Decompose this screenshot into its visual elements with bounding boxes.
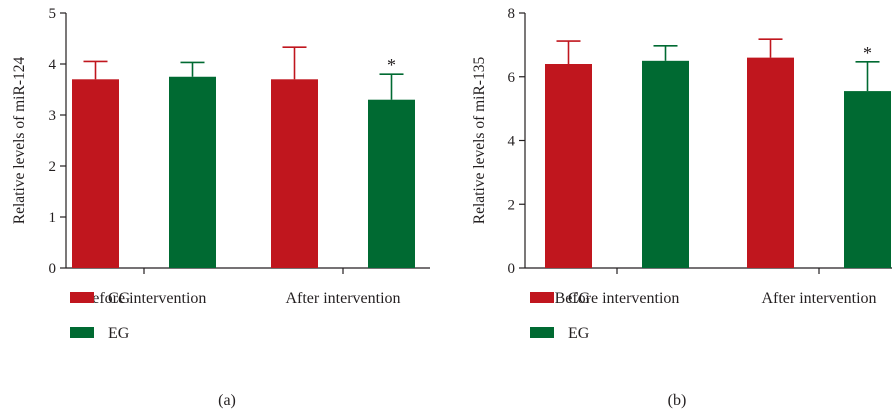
- legend-swatch-cg: [530, 292, 554, 303]
- significance-marker: *: [863, 43, 872, 63]
- y-tick-label: 3: [49, 108, 57, 124]
- bar-eg: [642, 60, 689, 268]
- panel-label: (b): [668, 392, 687, 409]
- significance-marker: *: [387, 55, 396, 75]
- x-tick-label: After intervention: [285, 290, 400, 307]
- chart-panel-b: 0 2 4 6 8 Relative levels of miR-135 Before in…: [471, 6, 892, 409]
- bar-cg: [72, 79, 119, 268]
- bar-cg: [545, 64, 592, 268]
- y-axis-title: Relative levels of miR-124: [11, 57, 28, 225]
- y-tick-label: 1: [49, 210, 57, 226]
- y-tick-label: 6: [508, 70, 516, 86]
- x-tick-label: After intervention: [761, 290, 876, 307]
- legend-label-cg: CG: [568, 290, 591, 307]
- y-tick-label: 4: [49, 57, 57, 73]
- bar-eg: [844, 91, 891, 268]
- legend-swatch-eg: [530, 327, 554, 338]
- legend-label-eg: EG: [108, 325, 130, 342]
- legend-label-eg: EG: [568, 325, 590, 342]
- chart-panel-a: 0 1 2 3 4 5 Relative levels of miR-124 Before i…: [11, 6, 430, 409]
- y-axis-title: Relative levels of miR-135: [471, 57, 488, 225]
- bar-eg: [368, 99, 415, 268]
- bar-eg: [169, 76, 216, 268]
- legend-swatch-eg: [70, 327, 94, 338]
- x-tick-label: Before intervention: [555, 290, 680, 307]
- legend-label-cg: CG: [108, 290, 131, 307]
- y-tick-label: 4: [508, 134, 516, 150]
- bar-cg: [747, 57, 794, 268]
- y-tick-label: 2: [508, 197, 516, 213]
- y-tick-label: 5: [49, 6, 57, 22]
- y-tick-label: 0: [508, 261, 516, 277]
- legend-swatch-cg: [70, 292, 94, 303]
- panel-label: (a): [218, 392, 236, 409]
- bar-cg: [271, 79, 318, 268]
- y-tick-label: 0: [49, 261, 57, 277]
- y-tick-label: 2: [49, 159, 57, 175]
- y-tick-label: 8: [508, 6, 516, 22]
- x-tick-label: Before intervention: [82, 290, 207, 307]
